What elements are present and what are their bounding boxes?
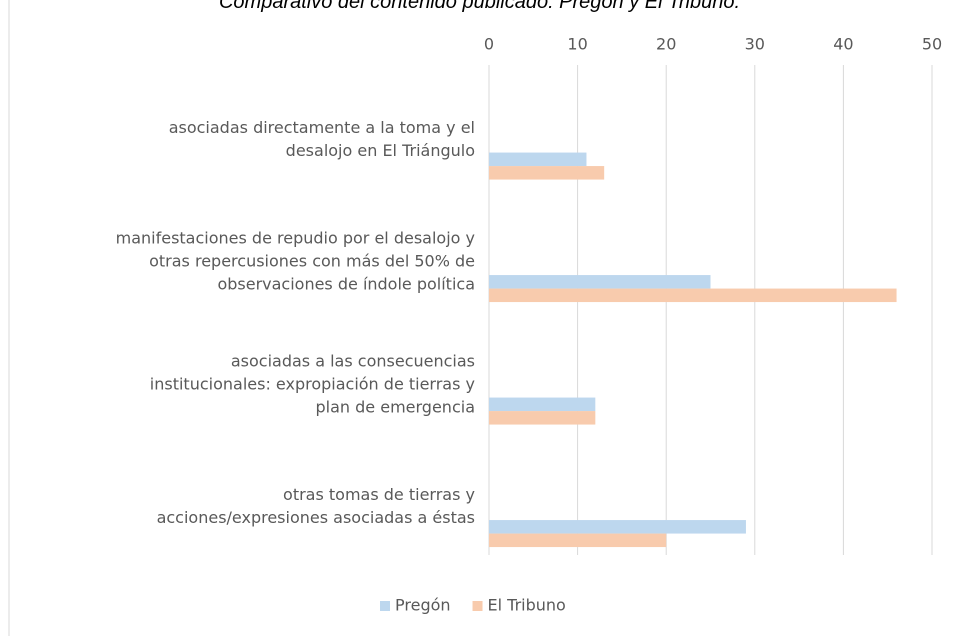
bar [489, 152, 587, 167]
legend-swatch [380, 601, 390, 611]
x-tick-label: 30 [745, 35, 765, 54]
chart-title: Comparativo del contenido publicado: Pre… [218, 0, 741, 13]
category-label: otras tomas de tierras y acciones/expres… [156, 485, 475, 527]
bar [489, 275, 711, 289]
category-label: asociadas a las consecuencias institucio… [149, 351, 475, 416]
legend-label: Pregón [395, 596, 451, 615]
x-tick-label: 20 [656, 35, 676, 54]
bar [489, 520, 746, 534]
bar [489, 288, 897, 303]
x-tick-label: 50 [922, 35, 942, 54]
bar [489, 397, 596, 412]
x-tick-label: 10 [567, 35, 587, 54]
x-tick-label: 0 [484, 35, 494, 54]
bar [489, 533, 667, 548]
x-tick-label: 40 [833, 35, 853, 54]
legend-label: El Tribuno [488, 596, 566, 615]
category-label: asociadas directamente a la toma y el de… [168, 117, 475, 160]
category-label: manifestaciones de repudio por el desalo… [115, 228, 475, 294]
bar [489, 411, 596, 425]
chart-frame [8, 0, 10, 636]
bar [489, 166, 605, 180]
legend-swatch [472, 601, 483, 611]
